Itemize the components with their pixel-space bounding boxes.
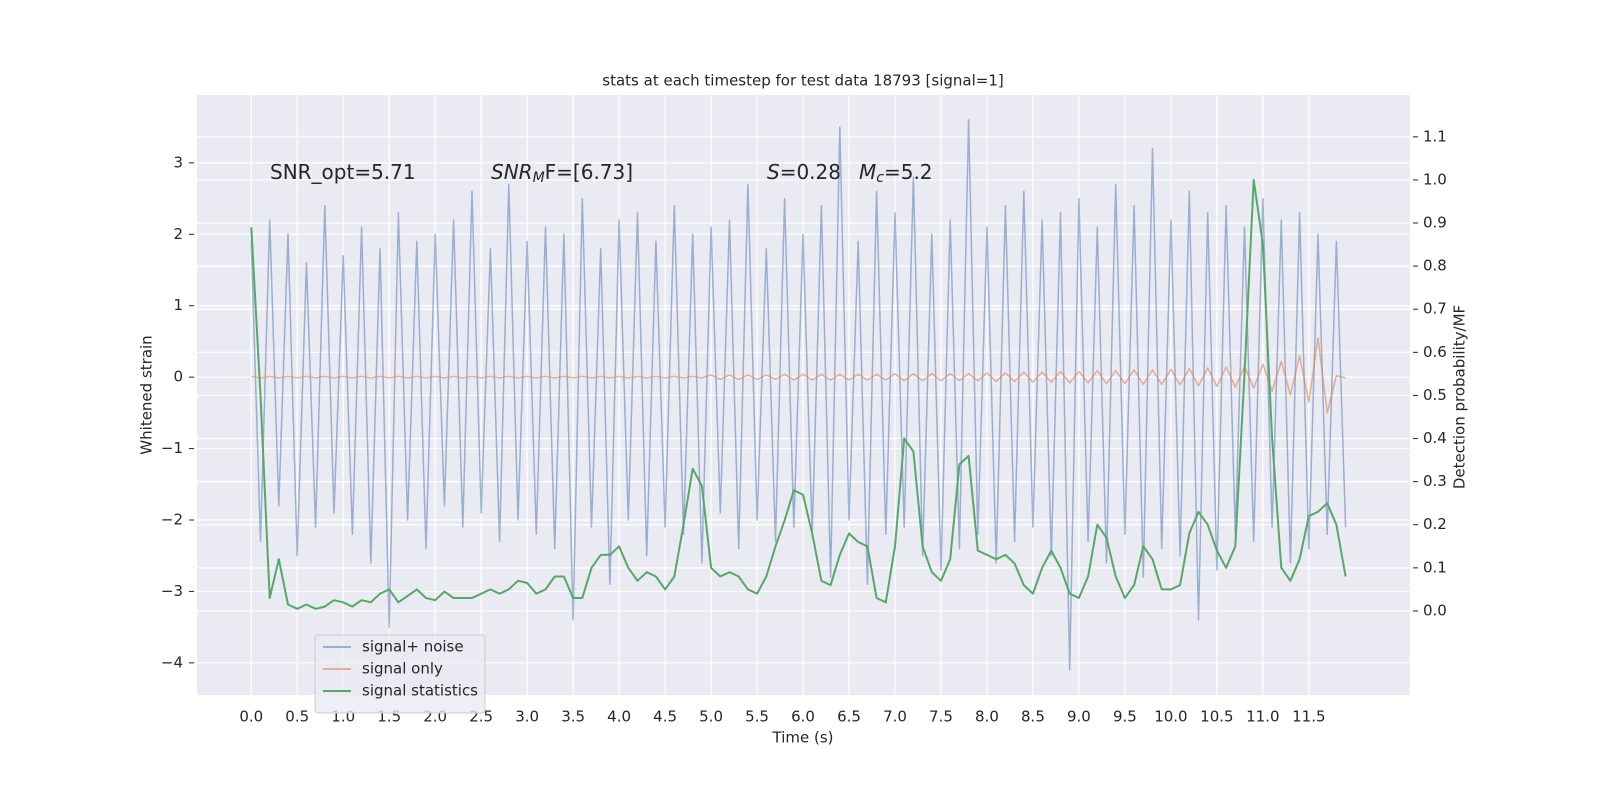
y2-axis-label: Detection probability/MF bbox=[1451, 305, 1469, 489]
series-line bbox=[250, 178, 1347, 610]
annotation-part: F=[6.73] bbox=[545, 160, 633, 184]
annotation: Mc=5.2 bbox=[859, 160, 933, 187]
x-tick-label: 4.5 bbox=[653, 708, 677, 726]
x-tick-label: 11.0 bbox=[1246, 708, 1279, 726]
y-tick-label: 0 bbox=[173, 368, 183, 386]
y-tick-label: 3 bbox=[173, 153, 183, 171]
x-tick-label: 7.0 bbox=[883, 708, 907, 726]
y-tick-label: −2 bbox=[161, 511, 183, 529]
y2-tick-label: 0.1 bbox=[1423, 558, 1447, 576]
y-tick-label: −4 bbox=[161, 653, 183, 671]
x-tick-label: 7.5 bbox=[929, 708, 953, 726]
y2-tick-label: 0.9 bbox=[1423, 214, 1447, 232]
x-tick-label: 0.5 bbox=[285, 708, 309, 726]
legend-label: signal+ noise bbox=[362, 638, 464, 656]
annotation: SNRMF=[6.73] bbox=[491, 160, 633, 187]
y2-tick-label: 0.6 bbox=[1423, 343, 1447, 361]
y2-tick-label: 0.2 bbox=[1423, 515, 1447, 533]
y2-tick-label: 0.0 bbox=[1423, 601, 1447, 619]
annotation-part: SNR bbox=[491, 160, 533, 184]
x-tick-label: 11.5 bbox=[1292, 708, 1325, 726]
annotation-part: =0.28 bbox=[780, 160, 841, 184]
x-tick-label: 6.5 bbox=[837, 708, 861, 726]
x-tick-label: 9.5 bbox=[1113, 708, 1137, 726]
x-tick-label: 3.5 bbox=[561, 708, 585, 726]
labels: 0.0 0.5 1.0 1.5 2.0 2.5 3.0 3.5 4.0 4.5 5.0 5.5 6.0 6… bbox=[161, 127, 1447, 725]
y2-tick-label: 1.0 bbox=[1423, 170, 1447, 188]
y-tick-label: 2 bbox=[173, 225, 183, 243]
y2-tick-label: 0.5 bbox=[1423, 386, 1447, 404]
x-tick-label: 0.0 bbox=[239, 708, 263, 726]
y2-tick-label: 0.7 bbox=[1423, 300, 1447, 318]
x-tick-label: 6.0 bbox=[791, 708, 815, 726]
series-line bbox=[250, 119, 1347, 671]
x-tick-label: 4.0 bbox=[607, 708, 631, 726]
x-tick-label: 5.0 bbox=[699, 708, 723, 726]
annotation-part: =5.2 bbox=[884, 160, 933, 184]
annotation-part: M bbox=[533, 170, 545, 186]
annotation-part: S bbox=[767, 160, 780, 184]
series-line bbox=[251, 337, 1346, 414]
annotation: S=0.28 bbox=[767, 160, 841, 184]
x-tick-label: 8.5 bbox=[1021, 708, 1045, 726]
annotation-part: SNR_opt=5.71 bbox=[270, 160, 416, 184]
y-tick-label: −3 bbox=[161, 582, 183, 600]
annotation-part: c bbox=[876, 170, 884, 186]
x-tick-label: 9.0 bbox=[1067, 708, 1091, 726]
y-tick-label: 1 bbox=[173, 296, 183, 314]
x-tick-label: 3.0 bbox=[515, 708, 539, 726]
y2-tick-label: 0.8 bbox=[1423, 257, 1447, 275]
y2-tick-label: 0.4 bbox=[1423, 429, 1447, 447]
x-tick-label: 8.0 bbox=[975, 708, 999, 726]
marks bbox=[250, 119, 1347, 671]
y2-tick-label: 1.1 bbox=[1423, 127, 1447, 145]
chart-title: stats at each timestep for test data 187… bbox=[602, 72, 1003, 90]
y-axis-label: Whitened strain bbox=[138, 335, 156, 454]
y-tick-label: −1 bbox=[161, 439, 183, 457]
x-tick-label: 10.0 bbox=[1154, 708, 1187, 726]
x-tick-label: 5.5 bbox=[745, 708, 769, 726]
annotation: SNR_opt=5.71 bbox=[270, 160, 416, 184]
annotation-part: M bbox=[859, 160, 876, 184]
legend-box bbox=[314, 634, 486, 714]
x-axis-label: Time (s) bbox=[772, 729, 834, 747]
y2-tick-label: 0.3 bbox=[1423, 472, 1447, 490]
legend-label: signal only bbox=[362, 660, 443, 678]
legend-label: signal statistics bbox=[362, 682, 478, 700]
x-tick-label: 10.5 bbox=[1200, 708, 1233, 726]
